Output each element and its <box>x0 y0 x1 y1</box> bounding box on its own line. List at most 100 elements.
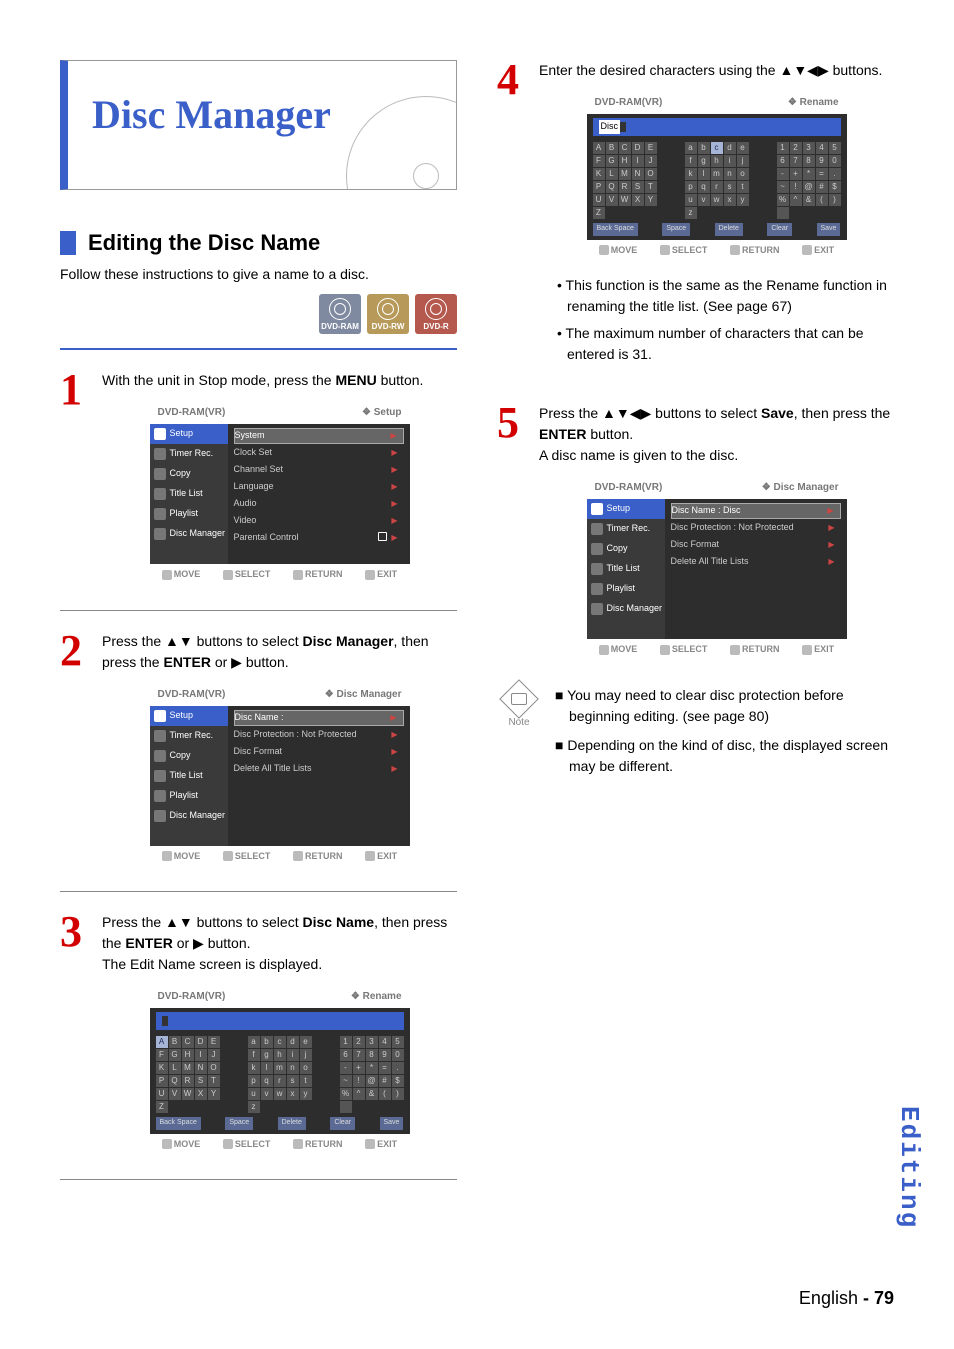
key-cell: X <box>195 1088 207 1100</box>
step-number: 5 <box>497 403 527 661</box>
page-footer: English - 79 <box>799 1288 894 1309</box>
step-5: 5 Press the ▲▼◀▶ buttons to select Save,… <box>497 403 894 661</box>
key-cell: Y <box>645 194 657 206</box>
key-cell: 4 <box>379 1036 391 1048</box>
key-cell: 8 <box>366 1049 378 1061</box>
key-cell: K <box>593 168 605 180</box>
key-cell: l <box>698 168 710 180</box>
step-text: Press the ▲▼ buttons to select Disc Mana… <box>102 631 457 868</box>
key-cell: M <box>182 1062 194 1074</box>
divider <box>60 348 457 350</box>
step-separator <box>60 610 457 611</box>
key-cell: o <box>737 168 749 180</box>
function-keys: Back Space Space Delete Clear Save <box>156 1117 404 1130</box>
key-cell: 9 <box>379 1049 391 1061</box>
key-cell: 9 <box>816 155 828 167</box>
key-cell: T <box>645 181 657 193</box>
key-cell: p <box>685 181 697 193</box>
key-cell: p <box>248 1075 260 1087</box>
key-cell: K <box>156 1062 168 1074</box>
key-cell: z <box>248 1101 260 1113</box>
osd-rename-screenshot: DVD-RAM(VR)❖ Rename ABCDEFGHIJKLMNOPQRST… <box>150 985 410 1155</box>
key-cell: g <box>261 1049 273 1061</box>
key-cell: w <box>711 194 723 206</box>
osd-tab-discmgr: Disc Manager <box>150 524 228 544</box>
key-cell: ( <box>379 1088 391 1100</box>
key-cell: L <box>169 1062 181 1074</box>
osd-tab-timer: Timer Rec. <box>150 444 228 464</box>
key-cell: O <box>645 168 657 180</box>
key-cell: ! <box>790 181 802 193</box>
disc-type-badges: DVD-RAM DVD-RW DVD-R <box>60 294 457 334</box>
right-column: 4 Enter the desired characters using the… <box>497 60 894 1200</box>
bullet-item: • This function is the same as the Renam… <box>557 275 894 317</box>
key-cell: O <box>208 1062 220 1074</box>
section-intro: Follow these instructions to give a name… <box>60 266 457 282</box>
step-text: Press the ▲▼◀▶ buttons to select Save, t… <box>539 403 894 661</box>
osd-tab-copy: Copy <box>150 464 228 484</box>
key-cell: Y <box>208 1088 220 1100</box>
key-cell: k <box>248 1062 260 1074</box>
key-cell: D <box>632 142 644 154</box>
key-cell: R <box>182 1075 194 1087</box>
key-cell: 1 <box>340 1036 352 1048</box>
osd-discmgr-disc-screenshot: DVD-RAM(VR)❖ Disc Manager Setup Timer Re… <box>587 476 847 661</box>
osd-tab-titlelist: Title List <box>150 484 228 504</box>
key-cell: q <box>261 1075 273 1087</box>
key-cell: s <box>287 1075 299 1087</box>
key-cell: j <box>737 155 749 167</box>
dvd-ram-icon: DVD-RAM <box>319 294 361 334</box>
key-cell: L <box>606 168 618 180</box>
key-cell: = <box>379 1062 391 1074</box>
key-cell: d <box>287 1036 299 1048</box>
key-cell: v <box>261 1088 273 1100</box>
key-cell: j <box>300 1049 312 1061</box>
key-cell: Q <box>169 1075 181 1087</box>
key-cell: C <box>182 1036 194 1048</box>
key-cell: # <box>816 181 828 193</box>
key-cell: D <box>195 1036 207 1048</box>
key-cell: n <box>287 1062 299 1074</box>
key-cell: 5 <box>829 142 841 154</box>
key-cell: h <box>711 155 723 167</box>
key-cell: $ <box>392 1075 404 1087</box>
side-tab-label: Editing <box>894 1106 924 1229</box>
key-cell: J <box>645 155 657 167</box>
key-cell: r <box>711 181 723 193</box>
section-title: Editing the Disc Name <box>88 230 320 256</box>
key-cell: I <box>632 155 644 167</box>
key-cell: T <box>208 1075 220 1087</box>
key-cell <box>777 207 789 219</box>
key-cell: t <box>300 1075 312 1087</box>
key-cell: e <box>737 142 749 154</box>
key-cell: ) <box>829 194 841 206</box>
osd-discmgr-screenshot: DVD-RAM(VR)❖ Disc Manager Setup Timer Re… <box>150 683 410 868</box>
step-3: 3 Press the ▲▼ buttons to select Disc Na… <box>60 912 457 1155</box>
key-cell: P <box>593 181 605 193</box>
key-cell: C <box>619 142 631 154</box>
osd-tab-setup: Setup <box>150 424 228 444</box>
step-text: Press the ▲▼ buttons to select Disc Name… <box>102 912 457 1155</box>
step-number: 4 <box>497 60 527 379</box>
key-cell: = <box>816 168 828 180</box>
key-cell: 2 <box>353 1036 365 1048</box>
step-number: 2 <box>60 631 90 868</box>
note-item: ■ You may need to clear disc protection … <box>555 685 894 727</box>
key-cell: H <box>182 1049 194 1061</box>
key-cell: m <box>274 1062 286 1074</box>
key-cell: F <box>156 1049 168 1061</box>
key-cell: ^ <box>353 1088 365 1100</box>
osd-menu-items: System▶ Clock Set▶ Channel Set▶ Language… <box>228 424 410 564</box>
key-cell: ! <box>353 1075 365 1087</box>
key-cell: # <box>379 1075 391 1087</box>
key-cell: d <box>724 142 736 154</box>
key-cell: N <box>195 1062 207 1074</box>
key-cell: B <box>169 1036 181 1048</box>
step-separator <box>60 1179 457 1180</box>
key-cell: X <box>632 194 644 206</box>
key-cell: B <box>606 142 618 154</box>
key-cell: Z <box>156 1101 168 1113</box>
key-cell: 0 <box>392 1049 404 1061</box>
key-cell: 0 <box>829 155 841 167</box>
key-cell: S <box>632 181 644 193</box>
